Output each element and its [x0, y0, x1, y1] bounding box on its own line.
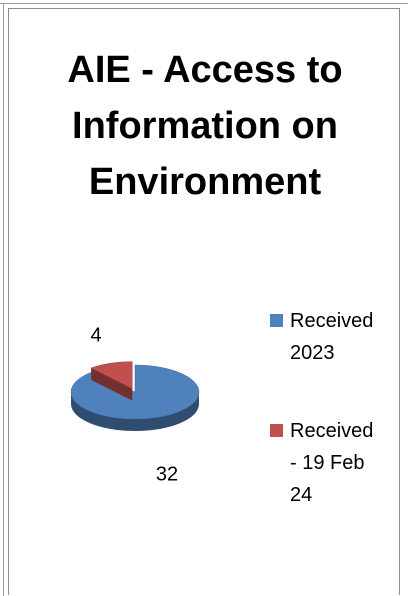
slice	[70, 364, 200, 420]
legend-swatch	[270, 424, 283, 437]
data-label: 32	[156, 463, 178, 485]
window-edge	[3, 3, 4, 596]
window-edge	[0, 3, 408, 4]
chart-frame	[8, 8, 400, 595]
slice-face	[91, 367, 133, 401]
data-label: 4	[90, 324, 101, 346]
legend-label: Received - 19 Feb 24	[290, 420, 374, 506]
chart-title: AIE - Access to Information on Environme…	[67, 49, 343, 203]
legend-swatch	[270, 314, 283, 327]
slice	[90, 361, 133, 390]
legend-label: Received 2023	[290, 310, 374, 364]
slice-side	[71, 392, 199, 431]
